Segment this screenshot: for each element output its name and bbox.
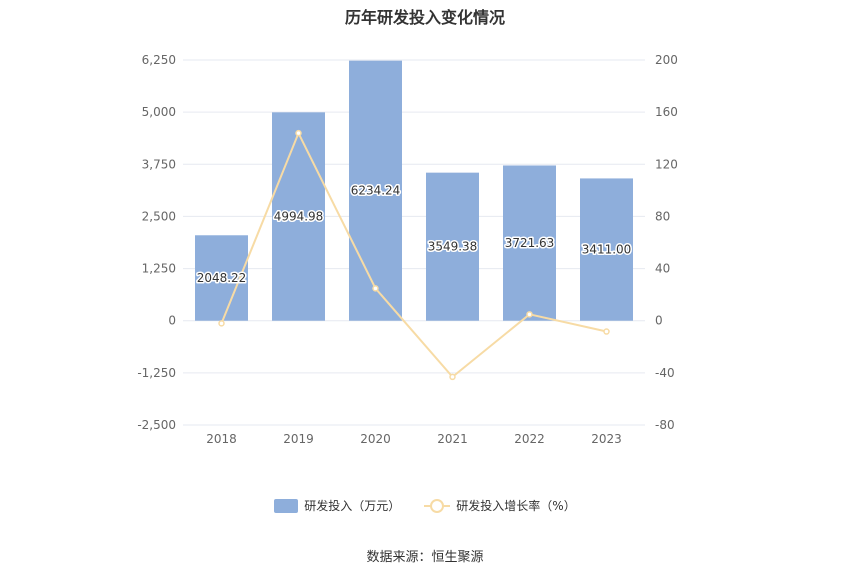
legend-line-swatch	[424, 498, 451, 513]
x-tick-label: 2021	[437, 432, 468, 446]
legend-bar-swatch	[274, 498, 299, 513]
y-left-tick-label: -2,500	[137, 418, 176, 432]
growth-point	[603, 328, 610, 335]
legend-item-growth-rate[interactable]: 研发投入增长率（%）	[424, 497, 576, 514]
growth-point	[526, 311, 533, 318]
growth-point	[218, 320, 225, 327]
x-tick-label: 2022	[514, 432, 545, 446]
y-left-tick-label: 2,500	[142, 209, 176, 223]
growth-point	[449, 373, 456, 381]
y-right-tick-label: 200	[655, 53, 678, 67]
y-right-tick-label: 80	[655, 209, 670, 223]
y-right-tick-label: 120	[655, 157, 678, 171]
y-right-tick-label: -80	[655, 418, 675, 432]
legend-label-rd-spending: 研发投入（万元）	[304, 499, 401, 513]
growth-point	[372, 285, 379, 292]
y-right-tick-label: 0	[655, 314, 663, 328]
bar-data-label: 3721.63	[505, 236, 555, 250]
bar	[503, 165, 556, 321]
bar-data-label: 6234.24	[351, 184, 401, 198]
y-left-tick-label: 1,250	[142, 262, 176, 276]
y-left-tick-label: 0	[168, 314, 176, 328]
x-tick-label: 2019	[283, 432, 314, 446]
legend: 研发投入（万元） 研发投入增长率（%）	[0, 497, 850, 514]
y-left-tick-label: -1,250	[137, 366, 176, 380]
bar	[349, 60, 402, 321]
y-right-tick-label: -40	[655, 366, 675, 380]
y-left-tick-label: 5,000	[142, 105, 176, 119]
growth-line	[220, 130, 607, 379]
bar-data-label: 3549.38	[428, 240, 478, 254]
growth-point	[295, 129, 302, 137]
bar	[580, 178, 633, 321]
y-left-tick-label: 6,250	[142, 53, 176, 67]
y-left-tick-label: 3,750	[142, 157, 176, 171]
bar-data-label: 2048.22	[197, 271, 247, 285]
bar-data-label: 3411.00	[582, 243, 632, 257]
bar	[272, 112, 325, 321]
bar	[426, 172, 479, 321]
chart-title: 历年研发投入变化情况	[344, 8, 505, 27]
x-tick-label: 2023	[591, 432, 622, 446]
data-source: 数据来源：恒生聚源	[366, 550, 484, 565]
y-right-tick-label: 160	[655, 105, 678, 119]
legend-item-rd-spending[interactable]: 研发投入（万元）	[274, 497, 400, 514]
y-right-tick-label: 40	[655, 262, 670, 276]
legend-label-growth-rate: 研发投入增长率（%）	[456, 499, 576, 513]
x-tick-label: 2020	[360, 432, 391, 446]
x-tick-label: 2018	[206, 432, 237, 446]
bar-data-label: 4994.98	[274, 210, 324, 224]
